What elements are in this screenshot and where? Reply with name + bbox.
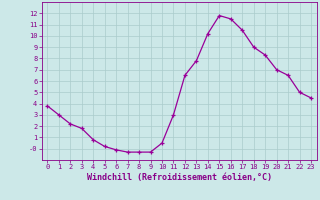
X-axis label: Windchill (Refroidissement éolien,°C): Windchill (Refroidissement éolien,°C) bbox=[87, 173, 272, 182]
